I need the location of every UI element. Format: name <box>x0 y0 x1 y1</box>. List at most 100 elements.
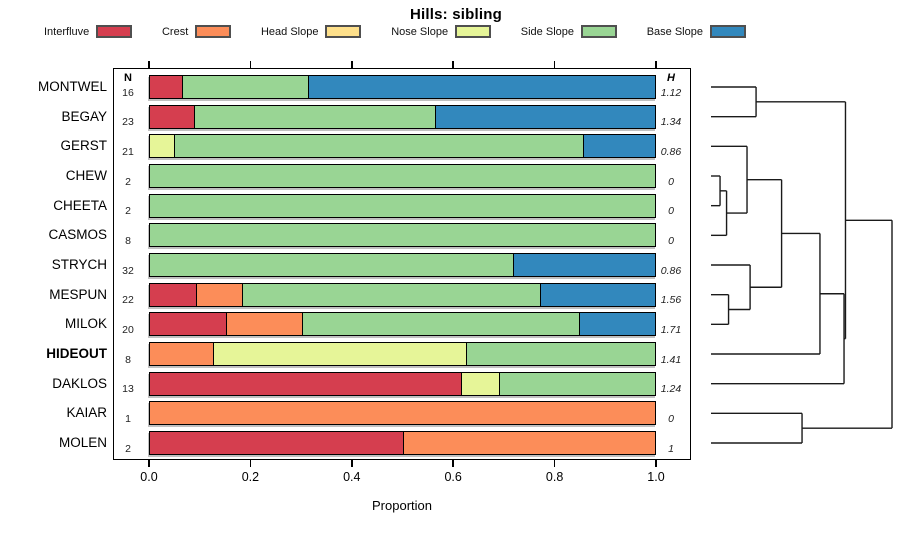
h-value-begay: 1.34 <box>660 116 682 129</box>
bar-segment-side-slope <box>465 343 655 365</box>
bar-segment-base-slope <box>307 76 655 98</box>
legend-label: Nose Slope <box>391 25 449 38</box>
x-axis-tick-label: 0.0 <box>140 470 158 484</box>
legend-item-crest: Crest <box>161 25 232 38</box>
h-value-mespun: 1.56 <box>660 294 682 307</box>
x-axis-tick-bottom <box>553 460 556 467</box>
bar-segment-side-slope <box>150 165 655 187</box>
h-value-daklos: 1.24 <box>660 383 682 396</box>
legend-label: Base Slope <box>646 25 703 38</box>
bar-mespun <box>149 282 656 307</box>
row-label-kaiar: KAIAR <box>66 405 107 421</box>
bar-milok <box>149 312 656 337</box>
x-axis-tick-bottom <box>148 460 150 467</box>
bar-segment-base-slope <box>435 105 655 128</box>
bar-segment-crest <box>195 283 242 306</box>
legend-item-head-slope: Head Slope <box>261 25 362 38</box>
h-value-gerst: 0.86 <box>660 145 682 158</box>
x-axis-tick-label: 1.0 <box>647 470 665 484</box>
x-axis-tick-label: 0.2 <box>241 470 260 484</box>
h-value-molen: 1 <box>668 442 674 455</box>
bar-segment-nose-slope <box>213 343 466 365</box>
bar-segment-side-slope <box>150 194 655 217</box>
bar-segment-crest <box>402 432 655 454</box>
n-value-daklos: 13 <box>122 383 134 396</box>
bar-segment-base-slope <box>579 313 655 336</box>
n-value-hideout: 8 <box>125 353 131 366</box>
bar-segment-base-slope <box>513 254 655 276</box>
bar-segment-nose-slope <box>460 372 500 395</box>
bar-segment-side-slope <box>301 313 580 336</box>
x-axis-tick-label: 0.8 <box>545 470 564 484</box>
legend-swatch-base-slope <box>709 25 746 38</box>
x-axis-tick-label: 0.6 <box>444 470 462 484</box>
h-value-hideout: 1.41 <box>660 353 682 366</box>
legend-label: Interfluve <box>44 25 90 38</box>
bar-chew <box>149 164 656 188</box>
x-axis-tick-top <box>553 61 556 68</box>
row-label-chew: CHEW <box>65 168 107 183</box>
h-value-kaiar: 0 <box>668 412 674 425</box>
legend-swatch-interfluve <box>96 25 133 38</box>
h-value-montwel: 1.12 <box>660 86 682 99</box>
row-label-daklos: DAKLOS <box>52 375 107 391</box>
bar-daklos <box>149 371 656 396</box>
chart-title: Hills: sibling <box>410 6 502 23</box>
bar-segment-crest <box>150 343 214 365</box>
legend-label: Crest <box>161 25 189 38</box>
n-value-kaiar: 1 <box>125 412 131 425</box>
bar-hideout <box>149 342 656 366</box>
legend-swatch-head-slope <box>325 25 362 38</box>
bar-segment-interfluve <box>150 105 194 128</box>
bar-cheeta <box>149 193 656 218</box>
bar-molen <box>149 431 656 455</box>
bar-segment-interfluve <box>150 283 196 306</box>
n-value-milok: 20 <box>122 323 134 336</box>
n-value-mespun: 22 <box>122 294 134 307</box>
bar-kaiar <box>149 401 656 426</box>
bar-segment-side-slope <box>241 283 541 306</box>
bar-segment-base-slope <box>582 135 655 158</box>
legend-label: Head Slope <box>260 25 319 38</box>
legend-item-side-slope: Side Slope <box>521 25 617 38</box>
x-axis-tick-bottom <box>655 460 657 467</box>
bar-segment-interfluve <box>150 432 403 454</box>
bar-begay <box>149 104 656 129</box>
n-value-montwel: 16 <box>122 86 134 99</box>
h-value-milok: 1.71 <box>660 323 682 336</box>
row-label-strych: STRYCH <box>51 257 107 272</box>
h-value-chew: 0 <box>668 175 674 188</box>
row-label-begay: BEGAY <box>61 108 107 124</box>
row-label-milok: MILOK <box>64 316 107 332</box>
bar-segment-nose-slope <box>150 135 175 158</box>
x-axis-tick-top <box>655 61 657 68</box>
bar-segment-side-slope <box>150 254 514 276</box>
bar-montwel <box>149 75 656 99</box>
h-column-header: H <box>667 72 675 84</box>
row-label-mespun: MESPUN <box>49 286 107 302</box>
n-value-cheeta: 2 <box>125 205 131 218</box>
x-axis-label: Proportion <box>372 498 432 513</box>
row-label-cheeta: CHEETA <box>53 197 107 213</box>
bar-segment-crest <box>150 402 655 425</box>
h-value-casmos: 0 <box>668 234 674 247</box>
legend-item-base-slope: Base Slope <box>647 25 746 38</box>
bar-segment-crest <box>225 313 302 336</box>
row-label-montwel: MONTWEL <box>38 79 107 94</box>
bar-segment-side-slope <box>499 372 655 395</box>
legend-swatch-nose-slope <box>455 25 492 38</box>
n-value-strych: 32 <box>122 264 134 277</box>
bar-segment-side-slope <box>193 105 436 128</box>
row-label-gerst: GERST <box>60 138 107 154</box>
x-axis-tick-top <box>249 61 252 68</box>
legend: Interfluve Crest Head Slope Nose Slope Side … <box>44 25 746 38</box>
h-value-strych: 0.86 <box>660 264 682 277</box>
row-label-hideout: HIDEOUT <box>46 346 107 361</box>
row-label-molen: MOLEN <box>58 435 107 450</box>
x-axis-tick-bottom <box>452 460 454 467</box>
x-axis-tick-label: 0.4 <box>343 470 361 484</box>
bar-gerst <box>149 134 656 159</box>
bar-strych <box>149 253 656 277</box>
n-value-molen: 2 <box>125 442 131 455</box>
